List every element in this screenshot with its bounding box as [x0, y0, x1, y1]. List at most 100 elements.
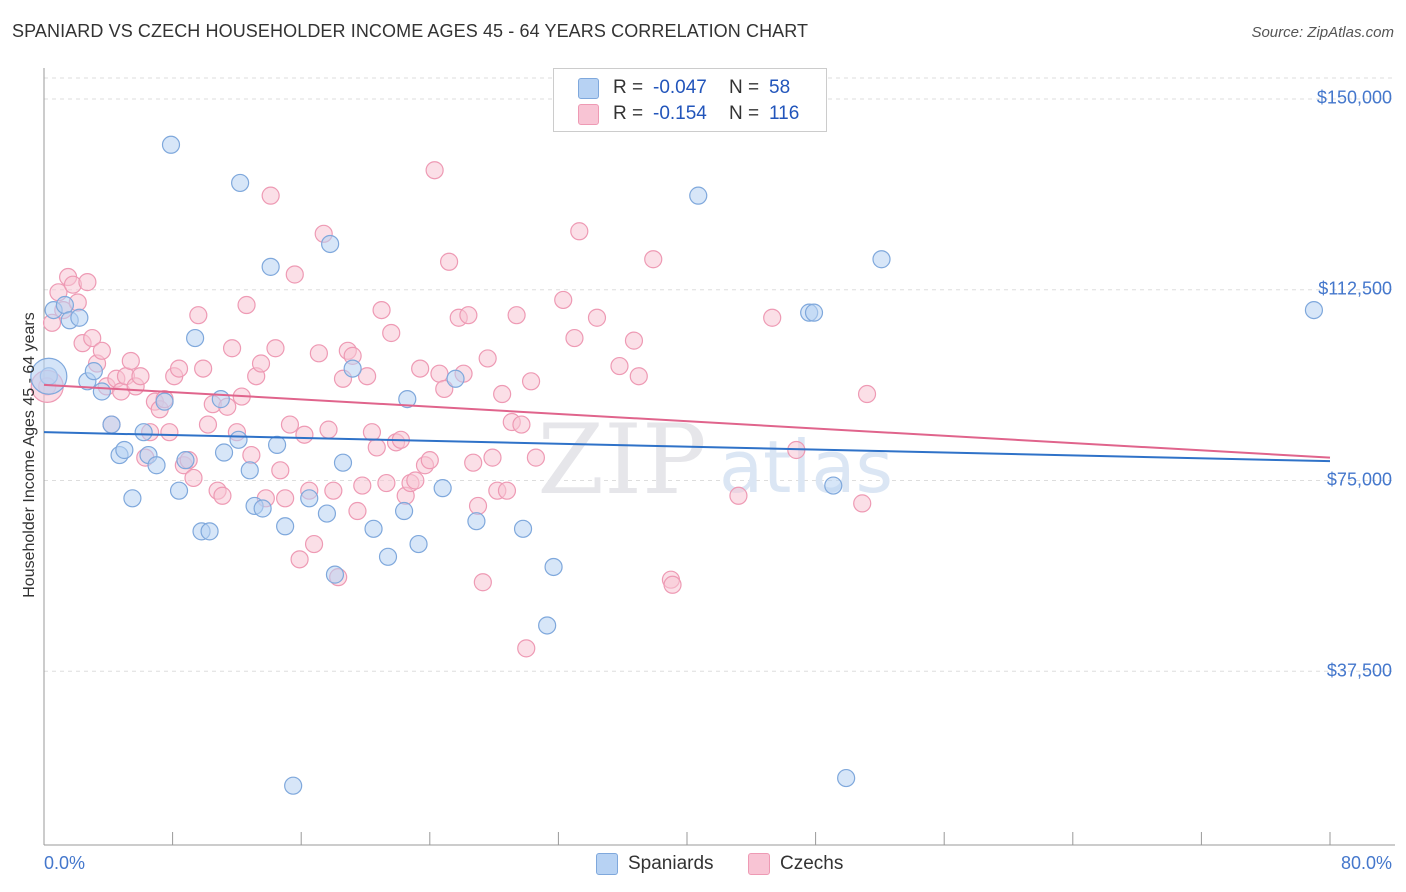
x-tick-label-max: 80.0%: [1340, 853, 1392, 873]
spaniards-point: [214, 443, 234, 462]
spaniards-point: [378, 547, 398, 566]
spaniards-point: [284, 776, 303, 795]
czechs-point: [304, 534, 324, 554]
spaniards-point: [325, 565, 345, 584]
czechs-point: [853, 494, 872, 513]
czechs-point: [483, 448, 502, 467]
spaniards-point: [1304, 300, 1324, 320]
czechs-point: [198, 415, 218, 434]
spaniards-point: [147, 456, 166, 475]
spaniards-point: [102, 415, 121, 434]
czechs-point: [280, 415, 300, 434]
czechs-points: [30, 161, 877, 658]
czechs-point: [266, 339, 285, 358]
czechs-point: [512, 415, 531, 434]
czechs-point: [763, 308, 782, 327]
czechs-point: [92, 341, 111, 360]
y-tick-label: $37,500: [1326, 660, 1392, 681]
spaniards-point: [364, 519, 383, 538]
czechs-point: [729, 486, 748, 505]
r-label: R =: [613, 77, 644, 98]
legend-item-czechs[interactable]: Czechs: [748, 853, 843, 875]
spaniards-r-value: -0.047: [653, 77, 707, 98]
czechs-point: [319, 420, 338, 439]
spaniards-n-value: 58: [769, 77, 791, 98]
czechs-point: [324, 481, 343, 500]
czechs-point: [160, 423, 179, 442]
spaniards-point: [84, 362, 103, 381]
axes: [43, 68, 1395, 846]
spaniards-point: [186, 328, 205, 348]
czechs-point: [348, 501, 367, 521]
spaniards-point: [321, 234, 340, 254]
legend-row-spaniards: R = -0.047 N = 58: [578, 77, 790, 99]
n-label: N =: [729, 103, 760, 124]
spaniards-point: [231, 173, 250, 193]
czechs-point: [382, 323, 401, 343]
czechs-point: [184, 468, 203, 488]
spaniards-point: [176, 451, 195, 470]
y-tick-label: $150,000: [1316, 87, 1392, 108]
czechs-point: [194, 359, 213, 378]
gridlines: [44, 77, 1395, 672]
spaniards-point: [467, 512, 486, 531]
czechs-point: [131, 367, 150, 386]
czechs-point: [468, 496, 488, 516]
czechs-point: [309, 344, 328, 363]
czechs-r-value: -0.154: [653, 103, 707, 124]
czechs-point: [435, 379, 454, 399]
czechs-point: [189, 306, 208, 325]
spaniards-point: [398, 390, 417, 409]
czechs-point: [251, 354, 271, 373]
spaniards-point: [70, 308, 89, 327]
czechs-point: [420, 451, 439, 470]
spaniards-point: [261, 257, 280, 276]
spaniards-point: [446, 369, 465, 388]
czechs-legend-swatch: [748, 853, 770, 875]
czechs-trend-line: [43, 383, 1331, 459]
spaniards-point: [824, 476, 843, 495]
correlation-legend: R = -0.047 N = 58 R = -0.154 N = 116: [553, 68, 827, 132]
czechs-point: [285, 265, 304, 284]
czechs-point: [430, 364, 449, 383]
czechs-point: [570, 222, 589, 241]
czechs-point: [358, 367, 377, 386]
spaniards-point: [92, 382, 111, 401]
czechs-point: [353, 476, 372, 495]
y-tick-label: $75,000: [1326, 469, 1392, 490]
trend-lines: [43, 383, 1331, 463]
czechs-point: [406, 471, 425, 490]
spaniards-point: [240, 461, 259, 480]
spaniards-point: [433, 479, 452, 498]
spaniards-point: [161, 135, 181, 154]
spaniards-point: [123, 489, 142, 508]
czechs-point: [276, 489, 295, 508]
spaniards-point: [394, 501, 414, 521]
spaniards-point: [134, 423, 153, 442]
czechs-point: [83, 328, 102, 348]
spaniards-point: [253, 499, 272, 518]
y-axis-label: Householder Income Ages 45 - 64 years: [21, 312, 38, 598]
watermark: ZIP atlas: [537, 404, 893, 516]
watermark-zip: ZIP: [537, 404, 706, 516]
legend-item-spaniards[interactable]: Spaniards: [596, 853, 714, 875]
czechs-point: [169, 359, 189, 378]
czechs-point: [459, 306, 478, 325]
czechs-n-value: 116: [769, 103, 800, 124]
czechs-point: [521, 372, 541, 391]
spaniards-point: [409, 534, 428, 554]
chart-title: SPANIARD VS CZECH HOUSEHOLDER INCOME AGE…: [12, 21, 809, 41]
czechs-point: [497, 481, 517, 500]
czechs-point: [425, 161, 444, 180]
czechs-legend-label: Czechs: [780, 853, 844, 874]
czechs-point: [213, 486, 232, 505]
spaniards-point: [211, 390, 230, 409]
czechs-point: [222, 339, 242, 358]
czechs-point: [290, 550, 309, 569]
czechs-point: [624, 331, 644, 350]
spaniards-point: [115, 440, 134, 460]
czechs-point: [271, 461, 290, 480]
spaniards-point: [544, 557, 563, 577]
czechs-point: [367, 438, 386, 457]
